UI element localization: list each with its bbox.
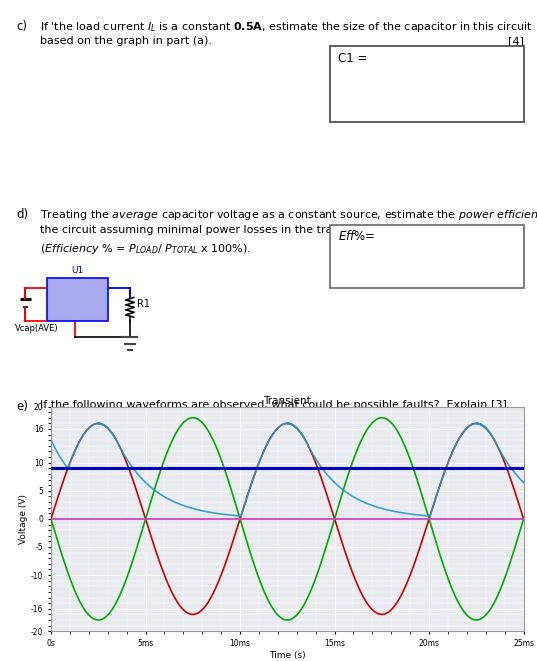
Text: U1: U1	[71, 266, 84, 275]
Text: If 'the load current $I_L$ is a constant $\bf{0.5A}$, estimate the size of the c: If 'the load current $I_L$ is a constant…	[40, 20, 533, 34]
Text: LM09    VREG: LM09 VREG	[49, 281, 86, 286]
Text: $\mathit{Eff}$%=: $\mathit{Eff}$%=	[338, 229, 376, 243]
X-axis label: Time (s): Time (s)	[269, 650, 306, 660]
Text: [4]: [4]	[507, 36, 524, 46]
FancyBboxPatch shape	[47, 278, 108, 321]
Text: If the following waveforms are observed, what could be possible faults?  Explain: If the following waveforms are observed,…	[40, 400, 507, 410]
Text: R1: R1	[137, 299, 150, 309]
Text: Treating the $\mathit{average}$ capacitor voltage as a constant source, estimate: Treating the $\mathit{average}$ capacito…	[40, 208, 537, 222]
Text: C1 =: C1 =	[338, 52, 368, 65]
FancyBboxPatch shape	[330, 46, 524, 122]
Text: c): c)	[16, 20, 27, 33]
Text: VOLTAGE: VOLTAGE	[49, 290, 74, 295]
Text: REGOCTR: REGOCTR	[49, 298, 76, 303]
Text: the circuit assuming minimal power losses in the transformer and diodes.: the circuit assuming minimal power losse…	[40, 225, 452, 235]
Text: e): e)	[16, 400, 28, 413]
Text: ($\mathit{Efficiency}$ % = $P_{LOAD}$/ $P_{TOTAL}$ x 100%).: ($\mathit{Efficiency}$ % = $P_{LOAD}$/ $…	[40, 242, 251, 256]
Text: d): d)	[16, 208, 28, 221]
Text: [4]: [4]	[507, 242, 524, 252]
FancyBboxPatch shape	[330, 225, 524, 288]
Text: based on the graph in part (a).: based on the graph in part (a).	[40, 36, 212, 46]
Text: Vcap(AVE): Vcap(AVE)	[14, 324, 58, 333]
Title: Transient: Transient	[264, 396, 311, 406]
Y-axis label: Voltage (V): Voltage (V)	[19, 494, 28, 544]
